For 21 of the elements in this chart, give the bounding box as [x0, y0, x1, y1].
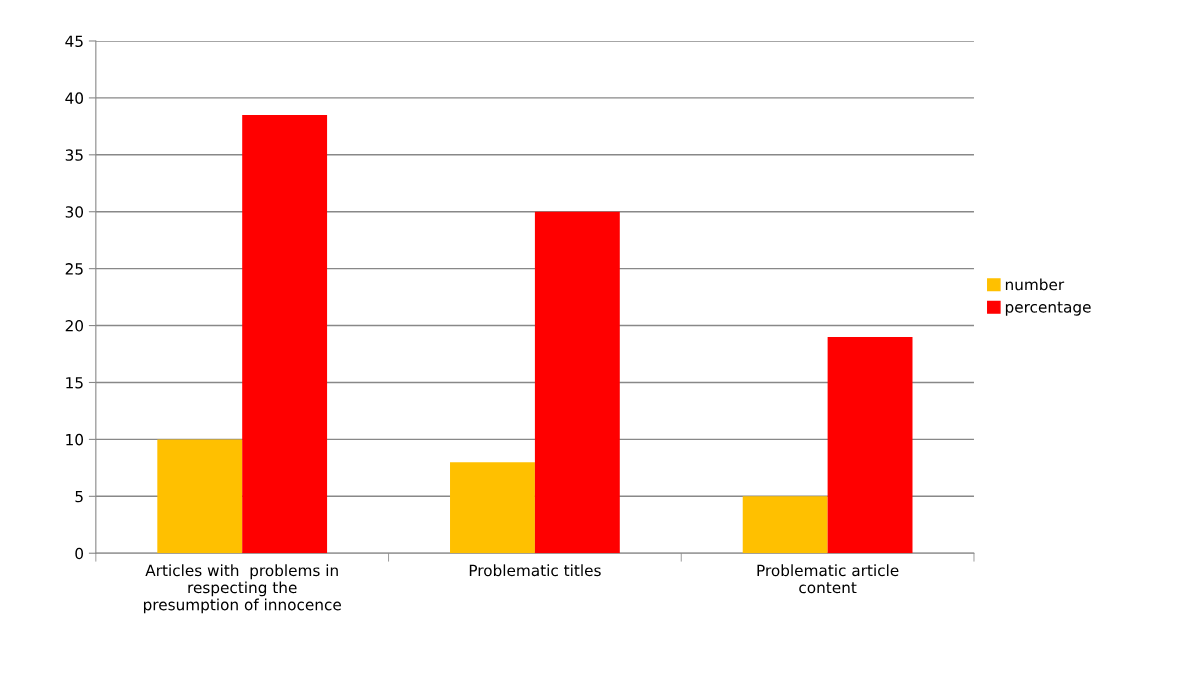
y-tick-label: 45	[65, 35, 83, 47]
legend-label: percentage	[1005, 301, 1091, 316]
bar	[242, 114, 328, 554]
bar	[157, 439, 243, 554]
y-tick-label: 20	[65, 320, 84, 332]
y-tick-label: 15	[66, 377, 83, 389]
x-tick-label: Problematic article content	[757, 564, 899, 594]
y-tick-label: 0	[75, 547, 84, 560]
y-tick-label: 40	[65, 92, 84, 104]
legend-label: number	[1005, 278, 1065, 291]
y-tick-label: 30	[65, 206, 84, 218]
x-tick-label: Articles with problems in respecting the presumption of innocence	[143, 564, 341, 614]
bar	[742, 496, 828, 554]
y-tick-label: 25	[65, 263, 83, 275]
bar	[827, 336, 913, 554]
x-tick-label: Problematic titles	[469, 564, 601, 577]
y-tick-label: 35	[65, 149, 83, 161]
bar	[534, 211, 620, 554]
y-tick-label: 5	[75, 490, 83, 503]
bar	[450, 462, 535, 554]
y-tick-label: 10	[66, 433, 84, 446]
